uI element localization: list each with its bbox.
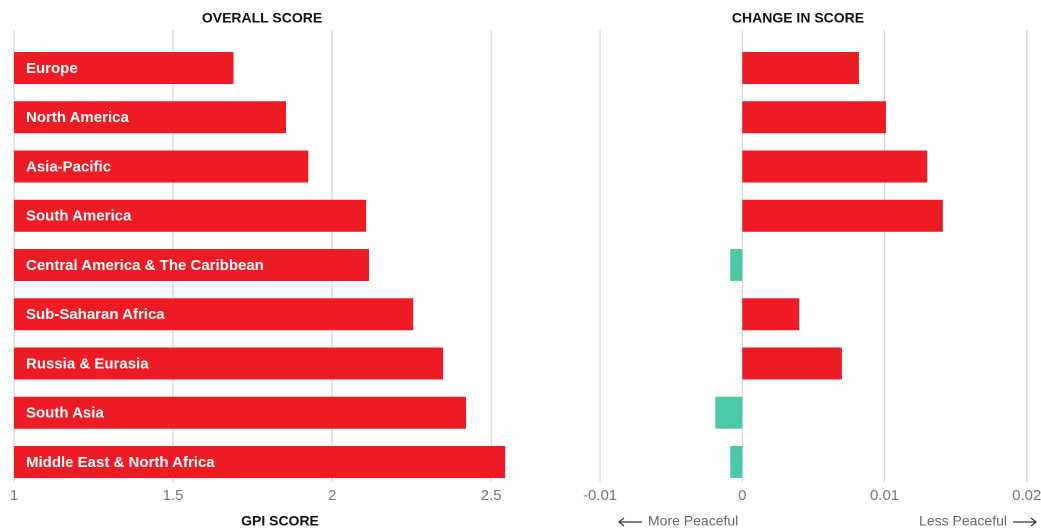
bar [742, 347, 842, 380]
x-tick-label: 1 [10, 487, 18, 504]
annotation: Less Peaceful [919, 513, 1007, 529]
category-label: South America [26, 208, 132, 225]
annotation: More Peaceful [648, 513, 738, 529]
bar [742, 298, 800, 331]
x-tick-label: -0.01 [583, 487, 617, 504]
bar [14, 150, 309, 183]
category-label: Middle East & North Africa [26, 454, 215, 471]
x-axis-label: GPI SCORE [241, 513, 319, 529]
x-tick-label: 2 [328, 487, 336, 504]
category-label: Asia-Pacific [26, 158, 111, 175]
x-tick-label: 2.5 [481, 487, 502, 504]
bar [14, 249, 370, 281]
category-label: North America [26, 109, 129, 126]
x-tick-label: 1.5 [163, 487, 184, 504]
bar [14, 298, 414, 331]
bar [730, 249, 743, 281]
category-label: Europe [26, 60, 78, 77]
bar [742, 199, 943, 232]
bar [730, 446, 743, 478]
arrow [618, 517, 1037, 527]
bar [715, 396, 743, 429]
bar [742, 101, 886, 134]
bar [14, 199, 367, 232]
x-tick-label: 0 [738, 487, 746, 504]
bar [742, 150, 928, 183]
x-tick-label: 0.02 [1012, 487, 1041, 504]
category-label: Russia & Eurasia [26, 355, 149, 372]
chart-title: CHANGE IN SCORE [732, 10, 864, 26]
bar [742, 52, 859, 84]
bar [14, 396, 467, 429]
x-tick-label: 0.01 [870, 487, 899, 504]
chart-title: OVERALL SCORE [202, 10, 322, 26]
bar [14, 101, 286, 134]
bar [14, 52, 234, 84]
bar [14, 446, 506, 478]
bar [14, 347, 444, 380]
category-label: Central America & The Caribbean [26, 257, 264, 274]
category-label: South Asia [26, 405, 104, 422]
category-label: Sub-Saharan Africa [26, 306, 165, 323]
